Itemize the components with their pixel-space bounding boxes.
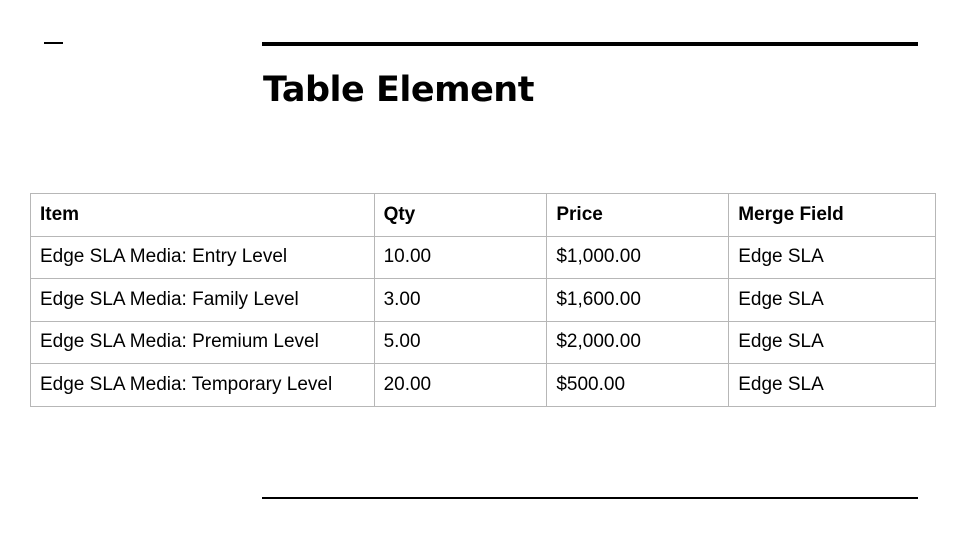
table-row: Edge SLA Media: Family Level 3.00 $1,600… xyxy=(30,278,936,322)
cell-qty: 10.00 xyxy=(373,235,548,279)
cell-merge-field: Edge SLA xyxy=(728,235,936,279)
cell-qty: 20.00 xyxy=(373,363,548,407)
cell-price: $2,000.00 xyxy=(546,320,730,364)
cell-price: $1,000.00 xyxy=(546,235,730,279)
cell-qty: 5.00 xyxy=(373,320,548,364)
cell-qty: 3.00 xyxy=(373,278,548,322)
table-row: Edge SLA Media: Temporary Level 20.00 $5… xyxy=(30,363,936,407)
header-qty: Qty xyxy=(373,193,548,237)
data-table: Item Qty Price Merge Field Edge SLA Medi… xyxy=(30,193,936,407)
cell-item: Edge SLA Media: Temporary Level xyxy=(30,363,375,407)
top-divider xyxy=(262,42,918,46)
cell-item: Edge SLA Media: Entry Level xyxy=(30,235,375,279)
header-item: Item xyxy=(30,193,375,237)
slide-title: Table Element xyxy=(263,70,534,110)
cell-merge-field: Edge SLA xyxy=(728,320,936,364)
header-merge-field: Merge Field xyxy=(728,193,936,237)
cell-merge-field: Edge SLA xyxy=(728,278,936,322)
table-row: Edge SLA Media: Premium Level 5.00 $2,00… xyxy=(30,320,936,364)
cell-item: Edge SLA Media: Family Level xyxy=(30,278,375,322)
table-row: Edge SLA Media: Entry Level 10.00 $1,000… xyxy=(30,235,936,279)
cell-merge-field: Edge SLA xyxy=(728,363,936,407)
table-header-row: Item Qty Price Merge Field xyxy=(30,193,936,237)
decorative-dash xyxy=(44,42,63,44)
cell-item: Edge SLA Media: Premium Level xyxy=(30,320,375,364)
bottom-divider xyxy=(262,497,918,499)
cell-price: $500.00 xyxy=(546,363,730,407)
header-price: Price xyxy=(546,193,730,237)
cell-price: $1,600.00 xyxy=(546,278,730,322)
